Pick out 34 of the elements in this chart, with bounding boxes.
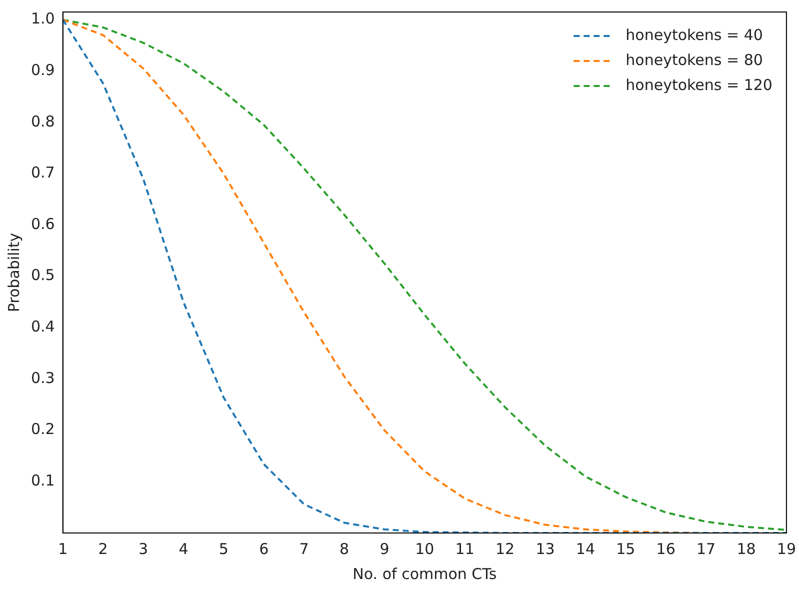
y-tick-label: 0.2 — [30, 420, 55, 438]
y-tick-label: 0.7 — [30, 164, 55, 182]
legend-label: honeytokens = 80 — [626, 50, 763, 69]
x-tick-label: 18 — [736, 540, 756, 558]
x-axis-title: No. of common CTs — [352, 564, 497, 583]
x-tick-label: 5 — [218, 540, 228, 558]
legend-label: honeytokens = 120 — [626, 76, 772, 94]
x-tick-label: 7 — [299, 540, 309, 558]
legend-label: honeytokens = 40 — [626, 26, 763, 44]
x-tick-label: 8 — [339, 540, 350, 558]
y-axis-title: Probability — [4, 232, 23, 312]
x-tick-label: 2 — [98, 540, 108, 558]
x-tick-label: 4 — [178, 540, 188, 558]
y-tick-label: 1.0 — [30, 10, 55, 28]
y-tick-label: 0.4 — [30, 318, 55, 336]
x-tick-label: 11 — [455, 540, 474, 558]
x-tick-label: 9 — [380, 540, 390, 558]
x-tick-label: 14 — [576, 540, 596, 558]
x-tick-label: 12 — [496, 540, 515, 558]
y-tick-label: 0.5 — [30, 266, 55, 284]
x-tick-label: 19 — [776, 540, 796, 558]
y-tick-label: 0.9 — [30, 60, 55, 79]
y-tick-label: 0.3 — [30, 368, 55, 387]
y-tick-label: 0.6 — [30, 214, 55, 233]
x-tick-label: 15 — [616, 540, 636, 558]
x-tick-label: 16 — [656, 540, 676, 558]
y-tick-label: 0.8 — [30, 112, 55, 130]
y-tick-label: 0.1 — [30, 472, 55, 490]
x-tick-label: 1 — [58, 540, 68, 558]
x-tick-label: 17 — [696, 540, 716, 558]
x-tick-label: 13 — [536, 540, 555, 558]
x-tick-label: 10 — [415, 540, 434, 558]
x-tick-label: 3 — [138, 540, 148, 558]
x-tick-label: 6 — [259, 540, 269, 558]
